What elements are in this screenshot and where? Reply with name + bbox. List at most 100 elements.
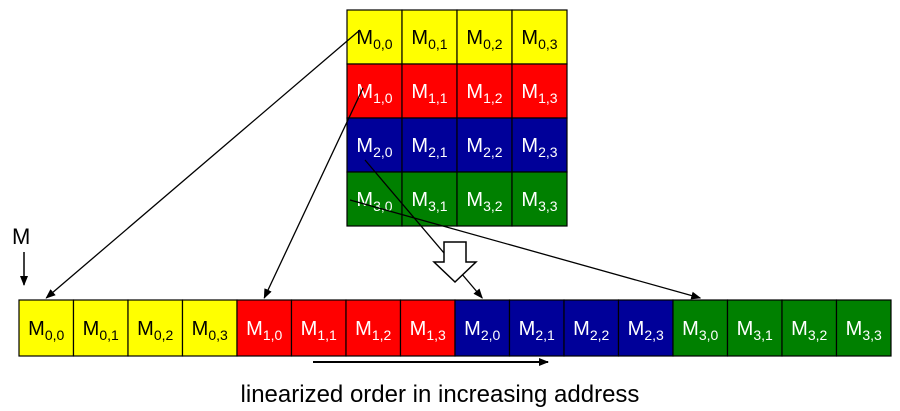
- matrix-cell-0-0-label: M0,0: [356, 27, 392, 52]
- matrix-cell-1-0-box: [346, 63, 403, 119]
- linear-cell-1-2-box: [345, 299, 402, 357]
- linear-cell-3-2: M3,2: [781, 299, 838, 357]
- matrix-cell-3-3-box: [511, 171, 568, 227]
- linear-cell-1-3-subscript: 1,3: [426, 327, 446, 343]
- linear-cell-3-1-subscript: 3,1: [753, 327, 773, 343]
- linear-cell-0-1: M0,1: [72, 299, 129, 357]
- linear-cell-1-2-base: M: [355, 318, 372, 340]
- linear-cell-1-0-subscript: 1,0: [263, 327, 283, 343]
- linear-cell-0-2: M0,2: [127, 299, 184, 357]
- matrix-cell-3-2-base: M: [466, 189, 483, 211]
- matrix-cell-1-0-subscript: 1,0: [373, 90, 393, 106]
- matrix-cell-2-1: M2,1: [401, 117, 458, 173]
- matrix-cell-3-0-base: M: [356, 189, 373, 211]
- linear-cell-1-2-label: M1,2: [355, 318, 391, 343]
- matrix-cell-2-2-base: M: [466, 135, 483, 157]
- linear-cell-0-2-box: [127, 299, 184, 357]
- linear-cell-1-0-label: M1,0: [246, 318, 282, 343]
- linear-cell-3-2-base: M: [791, 318, 808, 340]
- matrix-cell-3-2: M3,2: [456, 171, 513, 227]
- linear-cell-3-0-box: [672, 299, 729, 357]
- linear-cell-2-0: M2,0: [454, 299, 511, 357]
- linear-cell-0-2-subscript: 0,2: [154, 327, 174, 343]
- matrix-cell-1-0: M1,0: [346, 63, 403, 119]
- linear-cell-2-2-base: M: [573, 318, 590, 340]
- linear-cell-2-2-subscript: 2,2: [590, 327, 610, 343]
- matrix-cell-0-2-box: [456, 9, 513, 65]
- linear-cell-0-2-label: M0,2: [137, 318, 173, 343]
- linear-cell-0-0-base: M: [28, 318, 45, 340]
- linear-cell-0-2-base: M: [137, 318, 154, 340]
- matrix-cell-2-1-subscript: 2,1: [428, 144, 448, 160]
- matrix-cell-0-3-base: M: [521, 27, 538, 49]
- linear-cell-3-1-label: M3,1: [737, 318, 773, 343]
- matrix-cell-2-3-subscript: 2,3: [538, 144, 558, 160]
- linear-cell-0-0-label: M0,0: [28, 318, 64, 343]
- mapping-arrow-row-3: [349, 199, 702, 300]
- linear-cell-1-3-box: [399, 299, 456, 357]
- linear-cell-3-3-box: [835, 299, 892, 357]
- matrix-cell-0-1-label: M0,1: [411, 27, 447, 52]
- linear-cell-2-3-subscript: 2,3: [644, 327, 664, 343]
- matrix-cell-0-0-subscript: 0,0: [373, 36, 393, 52]
- linearized-array: M0,0 M0,1 M0,2 M0,3 M1,0 M1,1 M1,2 M1,3 M2,0 M2,1…: [18, 299, 892, 357]
- linear-cell-3-0-subscript: 3,0: [699, 327, 719, 343]
- linear-cell-1-2-subscript: 1,2: [372, 327, 392, 343]
- matrix-cell-2-0-label: M2,0: [356, 135, 392, 160]
- matrix-cell-2-2-label: M2,2: [466, 135, 502, 160]
- linear-cell-1-1: M1,1: [290, 299, 347, 357]
- matrix-cell-0-0: M0,0: [346, 9, 403, 65]
- matrix-cell-3-3: M3,3: [511, 171, 568, 227]
- matrix-cell-0-3-subscript: 0,3: [538, 36, 558, 52]
- matrix-cell-1-2: M1,2: [456, 63, 513, 119]
- matrix-cell-3-3-base: M: [521, 189, 538, 211]
- linear-cell-0-3-base: M: [192, 318, 209, 340]
- matrix-cell-3-1-subscript: 3,1: [428, 198, 448, 214]
- matrix-cell-1-3: M1,3: [511, 63, 568, 119]
- linear-cell-2-1-base: M: [519, 318, 536, 340]
- matrix-cell-0-3: M0,3: [511, 9, 568, 65]
- matrix-cell-0-1-base: M: [411, 27, 428, 49]
- linear-cell-2-2-label: M2,2: [573, 318, 609, 343]
- linear-cell-2-0-subscript: 2,0: [481, 327, 501, 343]
- linear-cell-2-3: M2,3: [617, 299, 674, 357]
- linear-cell-1-0: M1,0: [236, 299, 293, 357]
- linear-cell-1-1-label: M1,1: [301, 318, 337, 343]
- matrix-cell-2-1-label: M2,1: [411, 135, 447, 160]
- matrix-cell-1-3-label: M1,3: [521, 81, 557, 106]
- linear-cell-2-0-label: M2,0: [464, 318, 500, 343]
- linear-cell-3-2-box: [781, 299, 838, 357]
- linear-cell-3-1: M3,1: [726, 299, 783, 357]
- linear-cell-1-3-label: M1,3: [410, 318, 446, 343]
- matrix-cell-3-0: M3,0: [346, 171, 403, 227]
- matrix-cell-3-3-label: M3,3: [521, 189, 557, 214]
- linear-cell-2-1-subscript: 2,1: [535, 327, 555, 343]
- linear-cell-2-3-box: [617, 299, 674, 357]
- matrix-cell-1-3-box: [511, 63, 568, 119]
- matrix-cell-2-3-label: M2,3: [521, 135, 557, 160]
- matrix-cell-2-0: M2,0: [346, 117, 403, 173]
- linear-cell-0-1-base: M: [83, 318, 100, 340]
- matrix-cell-2-3-box: [511, 117, 568, 173]
- matrix-2d: M0,0 M0,1 M0,2 M0,3M1,0 M1,1 M1,2 M1,3M2,0 M2,1…: [346, 9, 568, 227]
- linear-cell-0-0: M0,0: [18, 299, 75, 357]
- matrix-cell-1-0-base: M: [356, 81, 373, 103]
- matrix-cell-0-2-subscript: 0,2: [483, 36, 503, 52]
- linear-cell-0-1-subscript: 0,1: [99, 327, 119, 343]
- linear-cell-2-3-label: M2,3: [628, 318, 664, 343]
- matrix-cell-2-2-box: [456, 117, 513, 173]
- linear-cell-0-3-subscript: 0,3: [208, 327, 228, 343]
- matrix-cell-2-0-base: M: [356, 135, 373, 157]
- matrix-cell-1-2-subscript: 1,2: [483, 90, 503, 106]
- linear-cell-0-3: M0,3: [181, 299, 238, 357]
- linear-cell-3-0: M3,0: [672, 299, 729, 357]
- matrix-cell-1-1: M1,1: [401, 63, 458, 119]
- matrix-cell-2-2-subscript: 2,2: [483, 144, 503, 160]
- matrix-cell-2-1-base: M: [411, 135, 428, 157]
- linear-cell-3-3-label: M3,3: [846, 318, 882, 343]
- matrix-cell-3-1-base: M: [411, 189, 428, 211]
- linear-cell-1-3-base: M: [410, 318, 427, 340]
- pointer-label: M: [12, 224, 30, 249]
- hollow-down-arrow-icon: [432, 241, 478, 284]
